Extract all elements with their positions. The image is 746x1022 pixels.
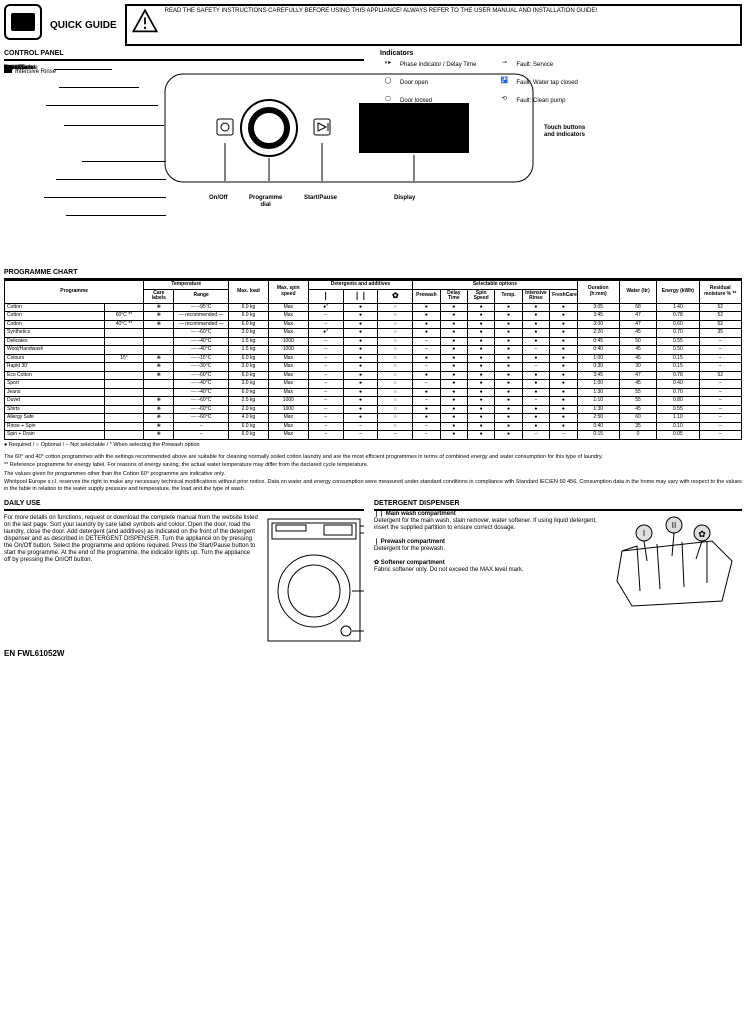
- quick-guide-title: QUICK GUIDE: [50, 20, 117, 31]
- note-1: ** Reference programme for energy label.…: [4, 462, 742, 469]
- th-range: Range: [174, 289, 229, 303]
- th-water: Water (ltr): [619, 281, 656, 304]
- detergent-section: DETERGENT DISPENSER I II ✿ ❘❘ Main wash …: [374, 500, 742, 645]
- table-row: Rapid 30'❋--- –30°C3.0 kgMax–●○–●●●–●0:3…: [5, 363, 742, 372]
- th-mainwash-icon: ❘❘: [343, 289, 378, 303]
- th-opt-0: Prewash: [413, 289, 440, 303]
- control-panel-section: CONTROL PANEL: [4, 50, 364, 265]
- table-row: Synthetics--- –60°C3.0 kgMax●*●○●●●●●●2:…: [5, 329, 742, 338]
- label-touch: Touch buttons and indicators: [544, 125, 585, 138]
- control-panel-diagram: [164, 73, 534, 183]
- th-softener-icon: ✿: [378, 289, 413, 303]
- table-row: Cotton40°C **❋— recommended —6.0 kgMax–●…: [5, 320, 742, 329]
- th-opt-1: Delay Time: [440, 289, 467, 303]
- table-row: Spin + Drain❋–6.0 kgMax––––●●●––0:1500.0…: [5, 431, 742, 440]
- th-options: Selectable options: [413, 281, 577, 290]
- th-prewash-icon: ❘: [308, 289, 343, 303]
- warning-text: READ THE SAFETY INSTRUCTIONS CAREFULLY B…: [165, 8, 597, 15]
- th-detergents: Detergents and additives: [308, 281, 413, 290]
- th-moisture: Residual moisture % **: [699, 281, 741, 304]
- daily-use-text: For more details on functions, request o…: [4, 515, 258, 645]
- fault-service-icon: ⊸: [496, 59, 512, 71]
- th-opt-2: Spin Speed: [468, 289, 495, 303]
- svg-text:I: I: [643, 529, 645, 538]
- label-onoff: On/Off: [209, 195, 228, 201]
- label-dial: Programme dial: [249, 195, 282, 208]
- th-maxspin: Max. spin speed: [268, 281, 308, 304]
- daily-use-section: DAILY USE For more details on functions,…: [4, 500, 364, 645]
- th-opt-3: Temp.: [495, 289, 522, 303]
- table-row: Colours15°❋--- –15°C6.0 kgMax–●○●●●●●●1:…: [5, 354, 742, 363]
- model-number: EN FWL61052W: [4, 649, 742, 658]
- table-row: Shirts❋--- –60°C2.0 kg1000–●○●●●●●●1:304…: [5, 405, 742, 414]
- table-row: Delicates--- –40°C1.5 kg1000–●○–●●●●●0:4…: [5, 337, 742, 346]
- table-row: Cotton60°C **❋— recommended —6.0 kgMax–●…: [5, 312, 742, 321]
- table-row: Wool/Handwash--- –40°C1.5 kg1000–●○–●●●–…: [5, 346, 742, 355]
- programme-table: Programme Temperature Max. load Max. spi…: [4, 280, 742, 440]
- softener-text: Fabric softener only. Do not exceed the …: [374, 567, 524, 573]
- warning-box: READ THE SAFETY INSTRUCTIONS CAREFULLY B…: [125, 4, 742, 46]
- label-temp: Temperature: [4, 65, 38, 71]
- mainwash-label: Main wash compartment: [386, 511, 456, 517]
- indicators-title: Indicators: [380, 50, 742, 57]
- label-startpause: Start/Pause: [304, 195, 337, 201]
- note-2: The values given for programmes other th…: [4, 471, 742, 478]
- prewash-label: Prewash compartment: [381, 539, 445, 545]
- warning-icon: [131, 8, 159, 36]
- note-3: Whirlpool Europe s.r.l. reserves the rig…: [4, 479, 742, 492]
- control-panel-title: CONTROL PANEL: [4, 50, 364, 61]
- dispenser-diagram: I II ✿: [612, 511, 742, 611]
- phase-icon: ◐▸: [380, 59, 396, 71]
- ind-fault: Fault: Service: [516, 62, 553, 68]
- header-row: QUICK GUIDE READ THE SAFETY INSTRUCTIONS…: [4, 4, 742, 46]
- th-duration: Duration (h:mm): [577, 281, 619, 304]
- mainwash-text: Detergent for the main wash, stain remov…: [374, 518, 597, 531]
- daily-use-title: DAILY USE: [4, 500, 364, 511]
- programme-chart-title: PROGRAMME CHART: [4, 269, 742, 280]
- table-row: Duvet❋--- –60°C2.5 kg1000–●○–●●●–●1:1055…: [5, 397, 742, 406]
- th-opt-4: Intensive Rinse: [522, 289, 549, 303]
- label-display: Display: [394, 195, 415, 201]
- svg-text:✿: ✿: [698, 529, 706, 539]
- table-row: Rinse + Spin❋–6.0 kgMax––○–●●●●●0:40350.…: [5, 422, 742, 431]
- th-maxload: Max. load: [229, 281, 269, 304]
- guide-icon: [4, 4, 42, 40]
- washing-machine-diagram: [264, 515, 364, 645]
- svg-text:II: II: [672, 521, 676, 530]
- th-opt-5: FreshCare: [550, 289, 577, 303]
- table-row: Allergy Safe❋--- –60°C4.0 kgMax–●○●●●●●●…: [5, 414, 742, 423]
- detergent-title: DETERGENT DISPENSER: [374, 500, 742, 511]
- table-row: Sport--- –40°C3.0 kgMax–●○–●●●●●1:00450.…: [5, 380, 742, 389]
- chart-legend: ● Required / ○ Optional / – Not selectab…: [4, 442, 742, 448]
- th-energy: Energy (kWh): [657, 281, 699, 304]
- th-carelabels: Care labels: [144, 289, 174, 303]
- table-row: Eco Cotton❋--- –60°C6.0 kgMax–●○●●●●●●3:…: [5, 371, 742, 380]
- table-row: Cotton❋--- –95°C6.0 kgMax●*●○●●●●●●3:056…: [5, 303, 742, 312]
- table-row: Jeans--- –40°C6.0 kgMax–●○●●●●●●1:30550.…: [5, 388, 742, 397]
- th-temp: Temperature: [144, 281, 229, 290]
- th-programme: Programme: [5, 281, 144, 304]
- prewash-text: Detergent for the prewash.: [374, 546, 445, 552]
- chart-notes: The 60° and 40° cotton programmes with t…: [4, 452, 742, 495]
- note-0: The 60° and 40° cotton programmes with t…: [4, 454, 742, 461]
- ind-phase: Phase indicator / Delay Time: [400, 62, 476, 68]
- softener-label: Softener compartment: [381, 560, 445, 566]
